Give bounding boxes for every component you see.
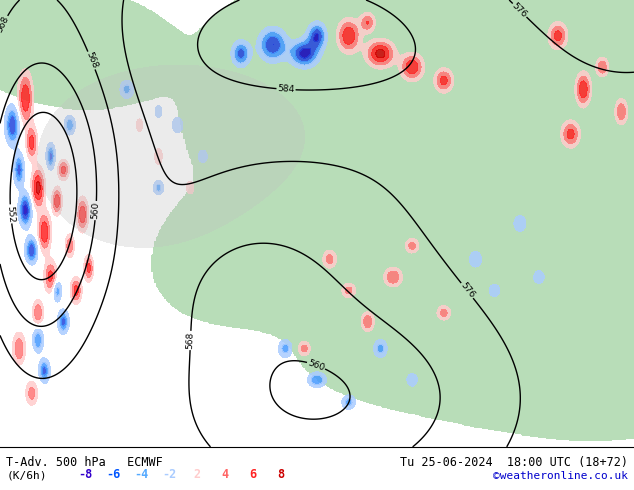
Text: 568: 568 xyxy=(186,332,195,349)
Text: 568: 568 xyxy=(84,51,99,70)
Text: 560: 560 xyxy=(91,202,101,220)
Text: 560: 560 xyxy=(307,358,326,372)
Text: -8: -8 xyxy=(79,467,93,481)
Text: -6: -6 xyxy=(107,467,120,481)
Text: 584: 584 xyxy=(277,84,295,95)
Text: ©weatheronline.co.uk: ©weatheronline.co.uk xyxy=(493,470,628,481)
Text: 8: 8 xyxy=(277,467,285,481)
Text: -4: -4 xyxy=(134,467,148,481)
Text: T-Adv. 500 hPa   ECMWF: T-Adv. 500 hPa ECMWF xyxy=(6,456,163,469)
Text: 568: 568 xyxy=(0,15,11,34)
Text: 4: 4 xyxy=(221,467,229,481)
Text: -2: -2 xyxy=(162,467,176,481)
Text: 552: 552 xyxy=(6,205,16,223)
Text: 6: 6 xyxy=(249,467,257,481)
Text: (K/6h): (K/6h) xyxy=(6,470,47,481)
Text: 576: 576 xyxy=(458,281,476,300)
Text: 576: 576 xyxy=(510,1,529,20)
Text: Tu 25-06-2024  18:00 UTC (18+72): Tu 25-06-2024 18:00 UTC (18+72) xyxy=(399,456,628,469)
Text: 2: 2 xyxy=(193,467,201,481)
